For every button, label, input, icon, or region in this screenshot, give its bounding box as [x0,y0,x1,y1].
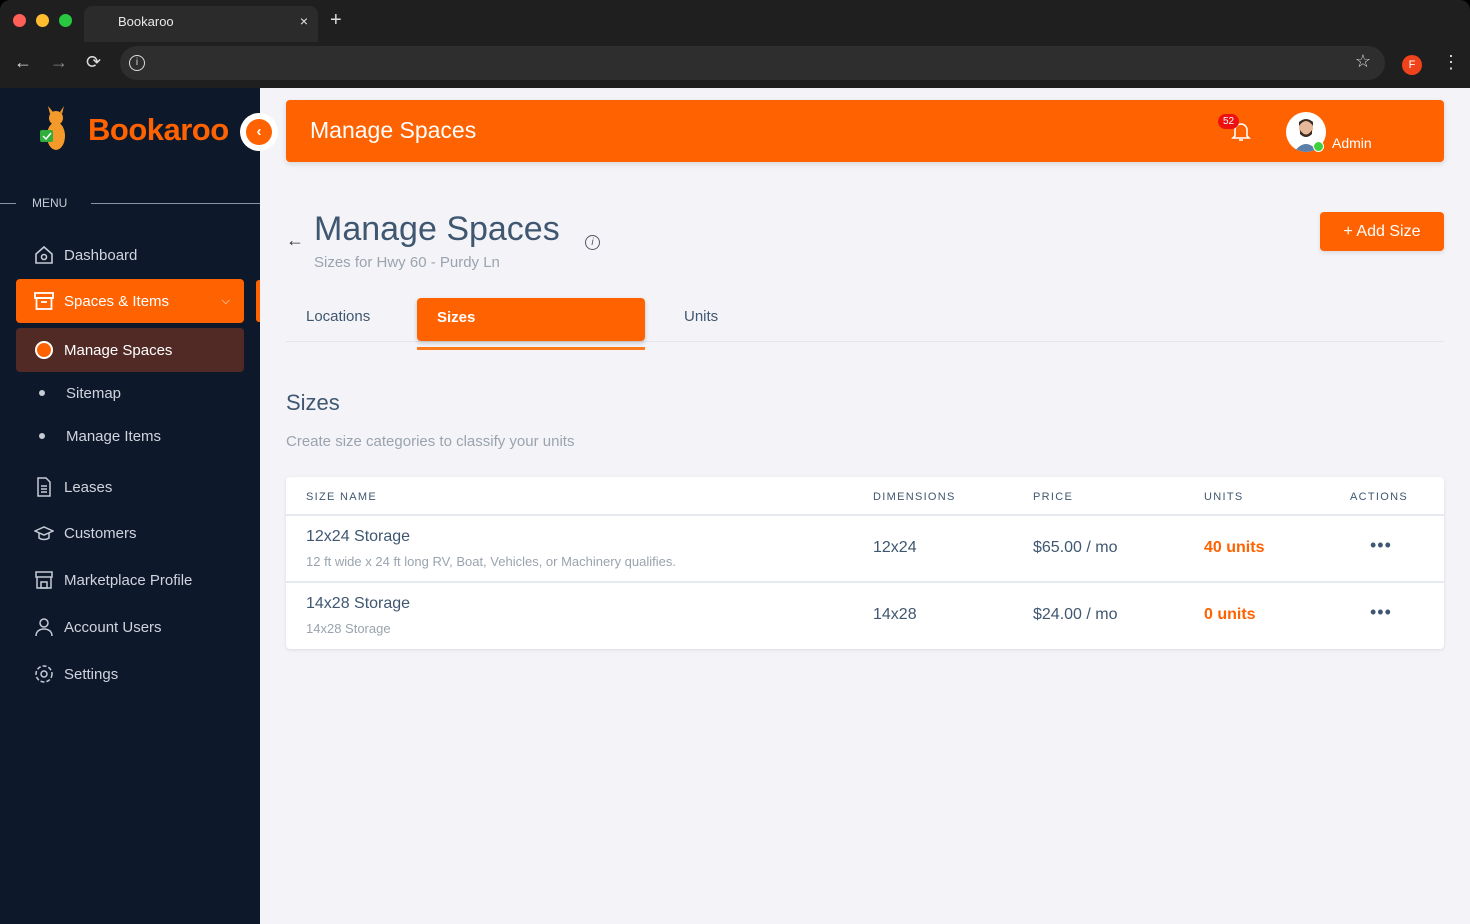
sidebar-item-label: Manage Spaces [64,341,173,359]
dimensions: 14x28 [873,606,917,623]
back-arrow-icon[interactable]: ← [286,230,304,250]
graduation-cap-icon [33,522,55,544]
address-bar[interactable]: i ☆ [120,46,1385,80]
document-icon [33,476,55,498]
sidebar-item-label: Marketplace Profile [64,571,193,589]
tab-bar: Locations Sizes Units [286,296,1444,350]
profile-avatar[interactable]: F [1402,55,1422,75]
more-actions-icon[interactable]: ••• [1370,602,1392,622]
browser-tab[interactable]: Bookaroo × [84,6,318,42]
browser-menu-icon[interactable]: ⋮ [1442,52,1460,72]
minimize-window-button[interactable] [36,14,49,27]
sidebar-item-label: Account Users [64,618,162,636]
brand-name: Bookaroo [88,112,229,147]
size-name: 14x28 Storage [306,595,411,612]
menu-label: MENU [32,196,68,210]
chevron-left-icon: ‹ [246,119,272,145]
sidebar-item-label: Sitemap [66,384,122,402]
sidebar-item-sitemap[interactable]: Sitemap [16,371,244,415]
page-subtitle: Sizes for Hwy 60 - Purdy Ln [314,254,500,271]
user-name[interactable]: Admin [1332,135,1372,151]
store-icon [33,569,55,591]
chevron-down-icon: ⌵ [221,294,230,307]
user-icon [33,616,55,638]
header-title: Manage Spaces [310,117,477,143]
forward-button[interactable]: → [50,52,68,72]
sidebar-item-leases[interactable]: Leases [16,465,244,509]
section-title: Sizes [286,390,340,415]
column-header-actions: ACTIONS [1350,491,1408,503]
bell-icon[interactable] [1230,120,1252,148]
tab-locations[interactable]: Locations [306,308,371,325]
more-actions-icon[interactable]: ••• [1370,535,1392,555]
active-indicator [256,280,262,322]
bookmark-star-icon[interactable]: ☆ [1354,51,1371,71]
notification-badge: 52 [1218,114,1240,129]
size-name: 12x24 Storage [306,528,411,545]
main-content: Manage Spaces 52 Admin ← Manage Spaces i… [260,88,1470,924]
bullet-icon [39,390,45,396]
home-icon [33,244,55,266]
page-title: Manage Spaces [314,210,560,248]
table-row[interactable]: 12x24 Storage 12 ft wide x 24 ft long RV… [286,514,1444,580]
radio-dot-icon [33,339,55,361]
kangaroo-logo-icon [40,106,65,150]
sidebar-item-label: Leases [64,478,113,496]
column-header-units: UNITS [1204,491,1244,503]
sidebar-item-label: Manage Items [66,427,162,445]
header-bar: Manage Spaces 52 Admin [286,100,1444,162]
units-link[interactable]: 40 units [1204,539,1265,556]
logo[interactable]: Bookaroo [38,106,229,154]
sidebar-item-spaces-items[interactable]: Spaces & Items ⌵ [16,279,244,323]
active-tab-underline [417,347,645,350]
tab-title: Bookaroo [118,14,174,29]
sidebar-item-account-users[interactable]: Account Users [16,605,244,649]
sidebar-item-dashboard[interactable]: Dashboard [16,233,244,277]
close-window-button[interactable] [13,14,26,27]
online-status-indicator [1313,141,1324,152]
gear-icon [33,663,55,685]
back-button[interactable]: ← [14,52,32,72]
sidebar-item-label: Settings [64,665,119,683]
size-description: 14x28 Storage [306,621,391,636]
close-tab-icon[interactable]: × [299,13,308,29]
size-description: 12 ft wide x 24 ft long RV, Boat, Vehicl… [306,554,676,569]
maximize-window-button[interactable] [59,14,72,27]
sidebar: Bookaroo ‹ MENU Dashboard Spaces & Items… [0,88,278,924]
price: $24.00 / mo [1033,606,1118,623]
section-description: Create size categories to classify your … [286,433,575,450]
collapse-sidebar-button[interactable]: ‹ [240,113,278,151]
column-header-size-name: SIZE NAME [306,491,377,503]
tab-units[interactable]: Units [684,308,719,325]
tab-sizes[interactable]: Sizes [417,298,645,341]
archive-icon [33,290,55,312]
sidebar-item-manage-spaces[interactable]: Manage Spaces [16,328,244,372]
column-header-price: PRICE [1033,491,1074,503]
units-link[interactable]: 0 units [1204,606,1256,623]
info-icon[interactable]: i [585,235,600,250]
sidebar-item-label: Customers [64,524,137,542]
sizes-table: SIZE NAME DIMENSIONS PRICE UNITS ACTIONS… [286,477,1444,649]
sidebar-item-customers[interactable]: Customers [16,511,244,555]
sidebar-item-manage-items[interactable]: Manage Items [16,414,244,458]
menu-section-label: MENU [0,196,260,210]
browser-chrome: Bookaroo × + ← → ⟳ i ☆ F ⋮ [0,0,1470,88]
table-row[interactable]: 14x28 Storage 14x28 Storage 14x28 $24.00… [286,581,1444,647]
column-header-dimensions: DIMENSIONS [873,491,956,503]
sidebar-item-settings[interactable]: Settings [16,652,244,696]
sidebar-item-marketplace-profile[interactable]: Marketplace Profile [16,558,244,602]
add-size-button[interactable]: + Add Size [1320,212,1444,251]
site-info-icon[interactable]: i [129,55,145,71]
reload-button[interactable]: ⟳ [86,52,102,72]
new-tab-button[interactable]: + [330,9,342,31]
sidebar-item-label: Dashboard [64,246,138,264]
price: $65.00 / mo [1033,539,1118,556]
dimensions: 12x24 [873,539,917,556]
bullet-icon [39,433,45,439]
sidebar-item-label: Spaces & Items [64,292,170,310]
